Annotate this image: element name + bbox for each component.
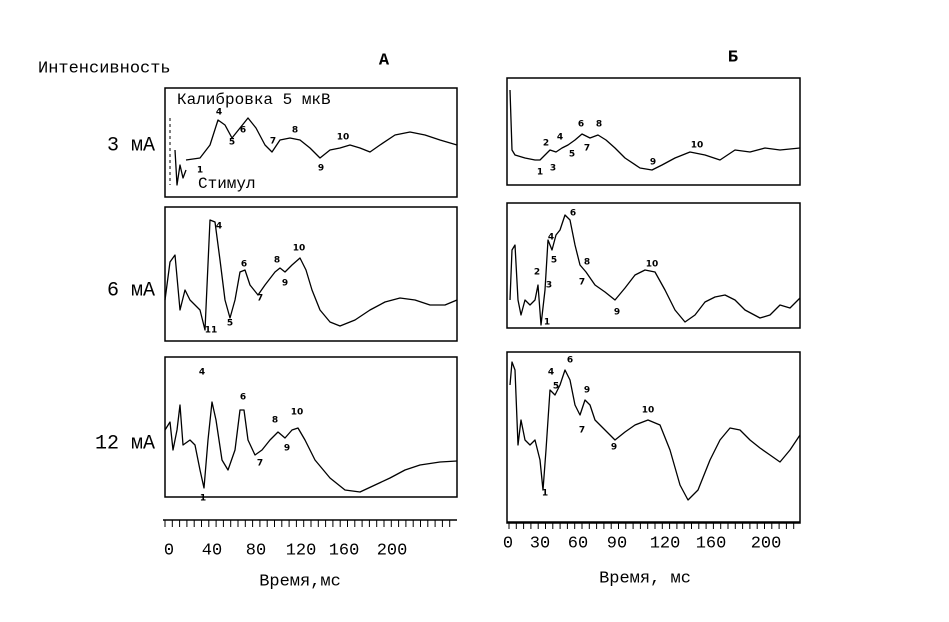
peak-label: 9 xyxy=(611,443,617,453)
peak-label: 6 xyxy=(241,260,247,270)
tick-label: 0 xyxy=(164,541,174,560)
tick-label: 40 xyxy=(202,541,222,560)
tick-label: 60 xyxy=(568,534,588,553)
row-label: 3 мА xyxy=(107,134,155,157)
peak-label: 8 xyxy=(274,256,280,266)
tick-label: 200 xyxy=(751,534,782,553)
waveform xyxy=(164,401,458,493)
peak-label: 9 xyxy=(584,386,590,396)
peak-label: 5 xyxy=(229,138,235,148)
peak-label: 10 xyxy=(642,406,655,416)
peak-label: 3 xyxy=(546,281,552,291)
row-label: 6 мА xyxy=(107,279,155,302)
row-label: 12 мА xyxy=(95,432,155,455)
peak-label: 8 xyxy=(292,126,298,136)
peak-label: 9 xyxy=(650,158,656,168)
peak-label: 9 xyxy=(318,164,324,174)
peak-label: 6 xyxy=(240,126,246,136)
peak-label: 8 xyxy=(584,258,590,268)
peak-label: 6 xyxy=(578,120,584,130)
panel xyxy=(164,356,458,498)
peak-label: 4 xyxy=(557,133,563,143)
peak-label: 4 xyxy=(548,233,554,243)
tick-label: 90 xyxy=(607,534,627,553)
peak-label: 1 xyxy=(537,168,543,178)
waveform xyxy=(185,117,458,161)
peak-label: 10 xyxy=(646,260,659,270)
peak-label: 5 xyxy=(553,382,559,392)
column-title: Б xyxy=(728,48,738,67)
peak-label: 1 xyxy=(197,166,203,176)
peak-label: 4 xyxy=(199,368,205,378)
waveform xyxy=(164,219,458,331)
peak-label: 7 xyxy=(579,278,585,288)
y-label: Интенсивность xyxy=(38,59,171,78)
peak-label: 7 xyxy=(584,144,590,154)
panel xyxy=(164,206,458,342)
peak-label: 6 xyxy=(240,393,246,403)
peak-label: 4 xyxy=(216,222,222,232)
tick-label: 120 xyxy=(286,541,317,560)
peak-label: 2 xyxy=(534,268,540,278)
panel xyxy=(506,77,801,186)
peak-label: 9 xyxy=(284,444,290,454)
tick-label: 160 xyxy=(696,534,727,553)
axis-label: Время, мс xyxy=(599,569,691,588)
tick-label: 0 xyxy=(503,534,513,553)
axis-label: Время,мс xyxy=(259,572,341,591)
peak-label: 10 xyxy=(293,244,306,254)
stimulus-artifact xyxy=(174,149,187,186)
peak-label: 8 xyxy=(596,120,602,130)
tick-label: 120 xyxy=(650,534,681,553)
tick-label: 30 xyxy=(530,534,550,553)
peak-label: 1 xyxy=(544,318,550,328)
peak-label: 1 xyxy=(542,489,548,499)
peak-label: 5 xyxy=(569,150,575,160)
peak-label: 8 xyxy=(272,416,278,426)
waveform xyxy=(509,89,801,171)
peak-label: 4 xyxy=(548,368,554,378)
stimulus-label: Стимул xyxy=(198,175,256,193)
peak-label: 6 xyxy=(567,356,573,366)
waveform xyxy=(509,214,801,326)
peak-label: 2 xyxy=(543,139,549,149)
peak-label: 10 xyxy=(691,141,704,151)
waveform xyxy=(509,361,801,501)
peak-label: 5 xyxy=(551,256,557,266)
tick-label: 200 xyxy=(377,541,408,560)
peak-label: 7 xyxy=(579,426,585,436)
tick-label: 80 xyxy=(246,541,266,560)
peak-label: 9 xyxy=(282,279,288,289)
peak-label: 10 xyxy=(337,133,350,143)
tick-label: 160 xyxy=(329,541,360,560)
peak-label: 1 xyxy=(200,494,206,504)
panel xyxy=(164,87,458,198)
peak-label: 7 xyxy=(257,294,263,304)
peak-label: 9 xyxy=(614,308,620,318)
peak-label: 11 xyxy=(205,326,218,336)
peak-label: 3 xyxy=(550,164,556,174)
peak-label: 7 xyxy=(257,459,263,469)
peak-label: 5 xyxy=(227,319,233,329)
peak-label: 6 xyxy=(570,209,576,219)
peak-label: 7 xyxy=(270,137,276,147)
column-title: А xyxy=(379,51,390,70)
peak-label: 4 xyxy=(216,108,222,118)
panel xyxy=(506,351,801,524)
panel xyxy=(506,202,801,329)
calibration-label: Калибровка 5 мкВ xyxy=(177,91,331,109)
peak-label: 10 xyxy=(291,408,304,418)
